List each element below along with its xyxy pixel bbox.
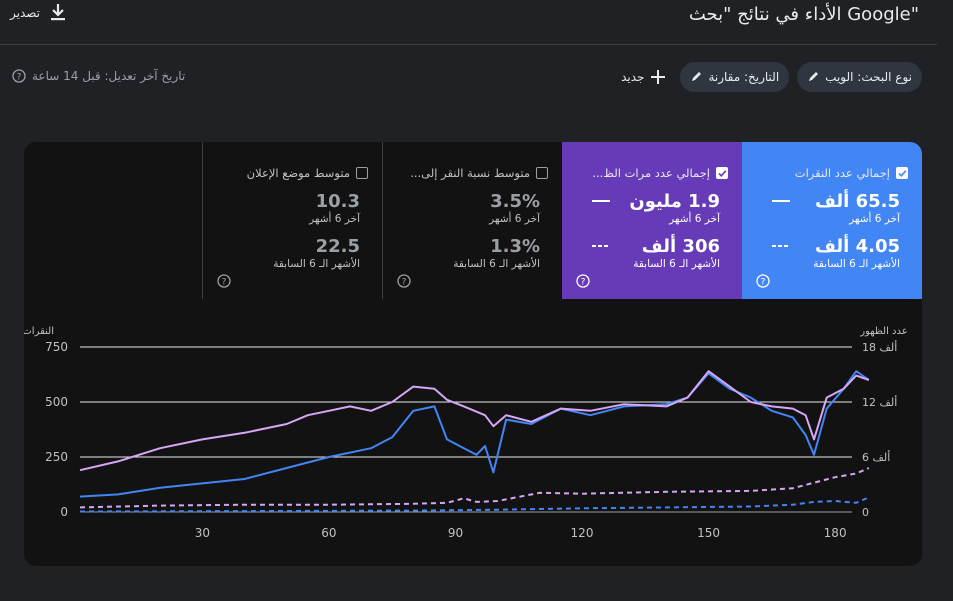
x-tick-label: 150 xyxy=(697,526,720,540)
tile-label: إجمالي عدد مرات الظ... xyxy=(592,166,710,180)
tile-period-current: آخر 6 أشهر xyxy=(669,213,720,225)
last-updated: ? تاريخ آخر تعديل: قبل 14 ساعة xyxy=(12,69,185,83)
series-line-4 xyxy=(79,496,870,513)
tile-total-impressions[interactable]: إجمالي عدد مرات الظ... 1.9 مليون آخر 6 أش… xyxy=(562,142,742,299)
x-tick-label: 60 xyxy=(321,526,336,540)
y-tick-label-right: 12 ألف xyxy=(862,395,897,409)
series-line-3 xyxy=(79,467,870,509)
help-icon[interactable]: ? xyxy=(217,274,231,288)
new-filter-label: جديد xyxy=(621,70,645,84)
series-line-1 xyxy=(79,370,870,498)
tile-period-current: آخر 6 أشهر xyxy=(309,213,360,225)
tile-period-current: آخر 6 أشهر xyxy=(849,213,900,225)
page-title: الأداء في نتائج "بحث Google" xyxy=(688,4,919,25)
legend-solid-line xyxy=(592,200,610,202)
y-tick-label-left: 750 xyxy=(45,340,68,354)
tile-period-previous: الأشهر الـ 6 السابقة xyxy=(813,258,900,270)
y-tick-label-right: 0 xyxy=(862,506,869,519)
search-type-chip[interactable]: نوع البحث: الويب xyxy=(797,62,922,92)
date-label: التاريخ: مقارنة xyxy=(708,70,780,84)
date-chip[interactable]: التاريخ: مقارنة xyxy=(680,62,790,92)
svg-text:?: ? xyxy=(402,277,407,287)
performance-chart: النقرات عدد الظهور 0 0 250 6 ألف 500 12 ألف 75… xyxy=(24,326,908,540)
tile-value-current: 10.3 xyxy=(315,191,360,212)
y-tick-label-left: 250 xyxy=(45,450,68,464)
legend-dashed-line xyxy=(592,245,610,247)
help-icon[interactable]: ? xyxy=(397,274,411,288)
y-axis-title-right: عدد الظهور xyxy=(859,326,907,337)
x-tick-label: 30 xyxy=(195,526,210,540)
svg-text:?: ? xyxy=(581,277,586,287)
help-icon[interactable]: ? xyxy=(576,274,590,288)
tile-value-current: 65.5 ألف xyxy=(814,191,900,212)
tile-average-ctr[interactable]: متوسط نسبة النقر إلى... 3.5% آخر 6 أشهر 1… xyxy=(382,142,562,299)
help-icon[interactable]: ? xyxy=(756,274,770,288)
metric-tiles: إجمالي عدد النقرات 65.5 ألف آخر 6 أشهر 4.… xyxy=(202,142,922,299)
export-button[interactable]: تصدير xyxy=(10,2,68,24)
series-line-2 xyxy=(79,370,870,472)
y-axis-title-left: النقرات xyxy=(24,326,54,337)
search-type-label: نوع البحث: الويب xyxy=(825,70,912,84)
legend-solid-line xyxy=(772,200,790,202)
help-icon[interactable]: ? xyxy=(12,69,26,83)
tile-value-current: 3.5% xyxy=(490,191,540,212)
x-tick-label: 180 xyxy=(824,526,847,540)
y-tick-label-left: 500 xyxy=(45,395,68,409)
checkbox-position[interactable] xyxy=(356,167,368,179)
y-tick-label-right: 18 ألف xyxy=(862,340,897,354)
tile-value-previous: 306 ألف xyxy=(641,236,720,257)
tile-value-previous: 22.5 xyxy=(315,236,360,257)
tile-period-previous: الأشهر الـ 6 السابقة xyxy=(633,258,720,270)
checkbox-impressions[interactable] xyxy=(716,167,728,179)
checkbox-clicks[interactable] xyxy=(896,167,908,179)
tile-period-previous: الأشهر الـ 6 السابقة xyxy=(453,258,540,270)
performance-card: إجمالي عدد النقرات 65.5 ألف آخر 6 أشهر 4.… xyxy=(24,142,922,566)
svg-text:?: ? xyxy=(17,72,22,82)
tile-average-position[interactable]: متوسط موضع الإعلان 10.3 آخر 6 أشهر 22.5 ال… xyxy=(202,142,382,299)
tile-value-previous: 4.05 ألف xyxy=(814,236,900,257)
tile-label: إجمالي عدد النقرات xyxy=(794,166,890,180)
new-filter-button[interactable]: جديد xyxy=(621,69,666,85)
svg-text:?: ? xyxy=(761,277,766,287)
x-tick-label: 120 xyxy=(571,526,594,540)
tile-value-previous: 1.3% xyxy=(490,236,540,257)
download-icon xyxy=(51,4,66,21)
y-tick-label-left: 0 xyxy=(60,505,68,519)
last-updated-text: تاريخ آخر تعديل: قبل 14 ساعة xyxy=(32,69,186,83)
tile-value-current: 1.9 مليون xyxy=(629,191,720,212)
edit-icon xyxy=(692,72,702,81)
tile-period-current: آخر 6 أشهر xyxy=(489,213,540,225)
tile-total-clicks[interactable]: إجمالي عدد النقرات 65.5 ألف آخر 6 أشهر 4.… xyxy=(742,142,922,299)
tile-label: متوسط موضع الإعلان xyxy=(246,166,350,180)
filter-bar: نوع البحث: الويب التاريخ: مقارنة جديد xyxy=(621,62,922,92)
legend-dashed-line xyxy=(772,245,790,247)
tile-label: متوسط نسبة النقر إلى... xyxy=(410,166,530,180)
plus-icon xyxy=(651,70,666,84)
tile-period-previous: الأشهر الـ 6 السابقة xyxy=(273,258,360,270)
y-tick-label-right: 6 ألف xyxy=(862,450,890,464)
checkbox-ctr[interactable] xyxy=(536,167,548,179)
edit-icon xyxy=(809,72,819,81)
svg-text:?: ? xyxy=(222,277,227,287)
x-tick-label: 90 xyxy=(448,526,463,540)
export-label: تصدير xyxy=(10,6,41,20)
header-divider xyxy=(0,44,937,45)
